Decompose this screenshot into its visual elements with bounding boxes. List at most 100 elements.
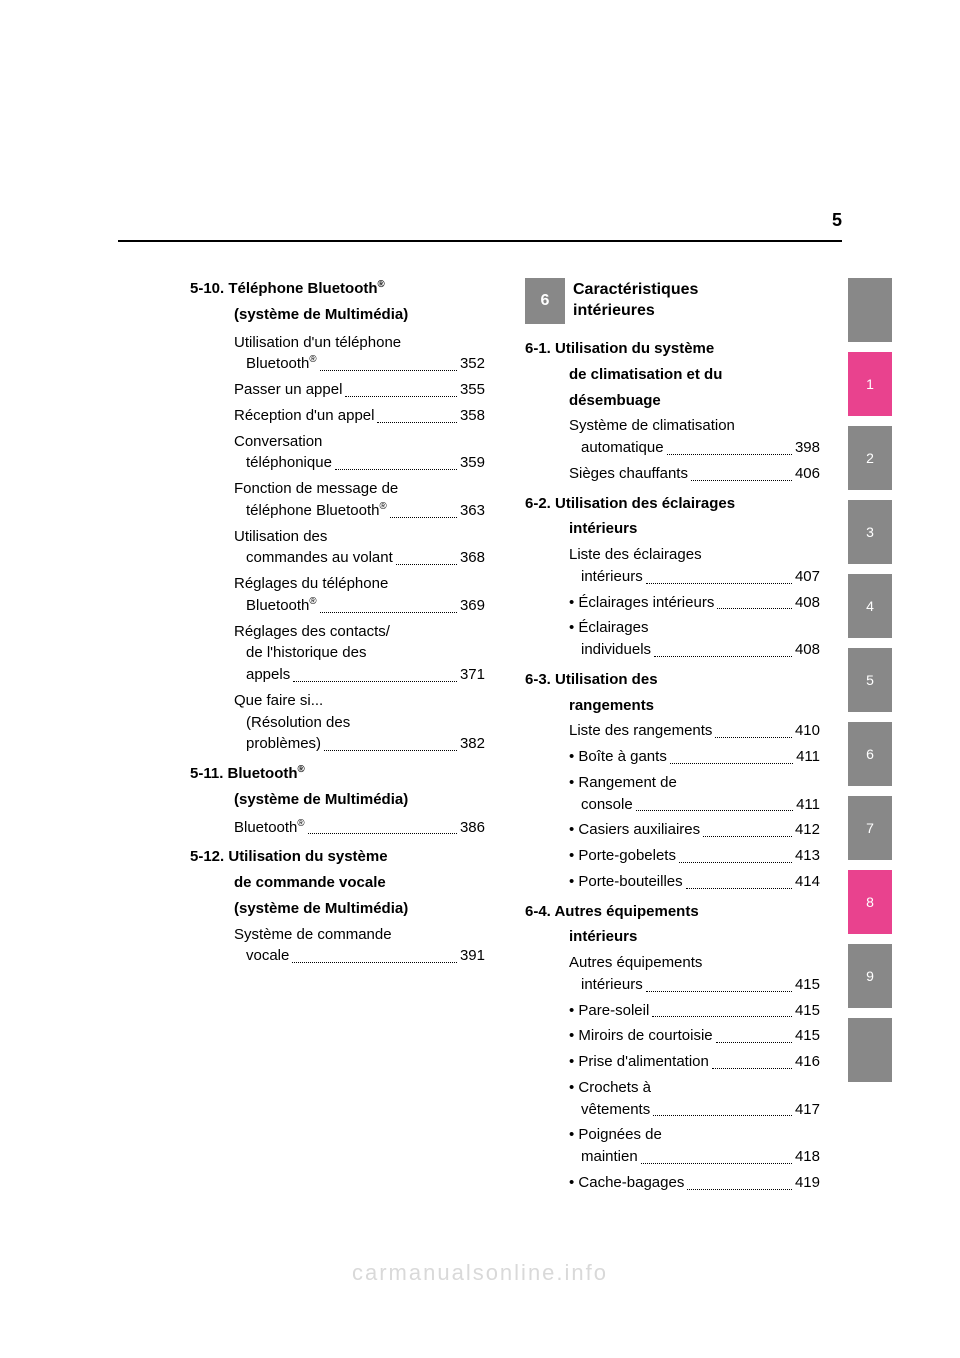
toc-entry: • Prise d'alimentation 416 (569, 1051, 820, 1073)
header-rule (118, 240, 842, 242)
toc-leader-dots (716, 1042, 792, 1043)
toc-section-heading: de commande vocale (190, 872, 485, 894)
toc-entry-label: appels (246, 664, 290, 686)
toc-leader-dots (646, 991, 792, 992)
chapter-number: 6 (525, 278, 565, 324)
toc-leader-dots (652, 1016, 792, 1017)
toc-section-heading: de climatisation et du (525, 364, 820, 386)
toc-leader-dots (345, 396, 457, 397)
side-tab-8[interactable]: 8 (848, 870, 892, 934)
side-tab-6[interactable]: 6 (848, 722, 892, 786)
toc-section-body: Système de climatisationautomatique398Si… (525, 415, 820, 484)
toc-section-heading: rangements (525, 695, 820, 717)
toc-entry: intérieurs407 (569, 566, 820, 588)
toc-columns: 5-10. Téléphone Bluetooth®(système de Mu… (190, 278, 820, 1202)
toc-leader-dots (324, 750, 457, 751)
side-tab-5[interactable]: 5 (848, 648, 892, 712)
toc-entry-page: 406 (795, 463, 820, 485)
toc-entry-line: Utilisation des (234, 526, 485, 548)
toc-entry: Bluetooth® 386 (234, 817, 485, 839)
toc-entry-line: Liste des éclairages (569, 544, 820, 566)
toc-leader-dots (670, 763, 793, 764)
toc-entry-label: • Prise d'alimentation (569, 1051, 709, 1073)
toc-entry-line: Autres équipements (569, 952, 820, 974)
toc-entry-label: téléphonique (246, 452, 332, 474)
toc-entry-page: 391 (460, 945, 485, 967)
toc-entry-label: problèmes) (246, 733, 321, 755)
chapter-banner: 6Caractéristiquesintérieures (525, 278, 820, 324)
toc-entry: commandes au volant368 (234, 547, 485, 569)
toc-leader-dots (320, 612, 457, 613)
toc-entry-page: 411 (796, 746, 820, 768)
side-tab-2[interactable]: 2 (848, 426, 892, 490)
toc-entry-line: Système de commande (234, 924, 485, 946)
toc-entry-page: 413 (795, 845, 820, 867)
toc-entry: Passer un appel355 (234, 379, 485, 401)
toc-section-heading: désembuage (525, 390, 820, 412)
side-tab-4[interactable]: 4 (848, 574, 892, 638)
toc-leader-dots (686, 888, 792, 889)
toc-entry-page: 386 (460, 817, 485, 839)
toc-leader-dots (377, 422, 456, 423)
toc-section-heading: (système de Multimédia) (190, 898, 485, 920)
watermark: carmanualsonline.info (0, 1260, 960, 1286)
toc-entry-page: 363 (460, 500, 485, 522)
toc-entry-label: • Porte-gobelets (569, 845, 676, 867)
toc-section-heading: intérieurs (525, 926, 820, 948)
toc-entry-label: Bluetooth® (246, 595, 317, 617)
toc-entry-page: 408 (795, 639, 820, 661)
toc-leader-dots (320, 370, 457, 371)
side-tabs: 1 2 3 4 5 6 7 8 9 (848, 278, 892, 1092)
toc-entry: Sièges chauffants 406 (569, 463, 820, 485)
toc-leader-dots (687, 1189, 792, 1190)
toc-entry-label: Bluetooth® (234, 817, 305, 839)
toc-entry-label: Sièges chauffants (569, 463, 688, 485)
toc-entry: • Porte-gobelets 413 (569, 845, 820, 867)
toc-section: 5-12. Utilisation du systèmede commande … (190, 846, 485, 967)
toc-entry-label: intérieurs (581, 974, 643, 996)
toc-leader-dots (292, 962, 457, 963)
toc-section-heading: 6-3. Utilisation des (525, 669, 820, 691)
toc-entry-page: 416 (795, 1051, 820, 1073)
side-tab-blank (848, 278, 892, 342)
toc-entry-label: vocale (246, 945, 289, 967)
side-tab-9[interactable]: 9 (848, 944, 892, 1008)
page: 5 5-10. Téléphone Bluetooth®(système de … (0, 0, 960, 1358)
toc-entry: appels371 (234, 664, 485, 686)
side-tab-7[interactable]: 7 (848, 796, 892, 860)
toc-entry: • Boîte à gants411 (569, 746, 820, 768)
toc-left-column: 5-10. Téléphone Bluetooth®(système de Mu… (190, 278, 485, 1202)
toc-entry: Liste des rangements410 (569, 720, 820, 742)
toc-entry-label: • Cache-bagages (569, 1172, 684, 1194)
toc-entry-line: Réglages des contacts/ (234, 621, 485, 643)
toc-entry-page: 414 (795, 871, 820, 893)
toc-entry-page: 410 (795, 720, 820, 742)
side-tab-3[interactable]: 3 (848, 500, 892, 564)
toc-entry: problèmes) 382 (234, 733, 485, 755)
toc-entry: téléphonique359 (234, 452, 485, 474)
toc-right-column: 6Caractéristiquesintérieures6-1. Utilisa… (525, 278, 820, 1202)
toc-entry: Bluetooth®352 (234, 353, 485, 375)
toc-section-heading: 6-2. Utilisation des éclairages (525, 493, 820, 515)
toc-entry-line: (Résolution des (234, 712, 485, 734)
toc-entry-page: 398 (795, 437, 820, 459)
toc-entry-page: 419 (795, 1172, 820, 1194)
toc-entry: • Éclairages intérieurs408 (569, 592, 820, 614)
toc-entry-label: • Éclairages intérieurs (569, 592, 714, 614)
toc-leader-dots (679, 862, 792, 863)
toc-section-heading: intérieurs (525, 518, 820, 540)
toc-entry-line: Utilisation d'un téléphone (234, 332, 485, 354)
toc-leader-dots (715, 737, 792, 738)
side-tab-1[interactable]: 1 (848, 352, 892, 416)
toc-entry: maintien418 (569, 1146, 820, 1168)
toc-entry: vêtements417 (569, 1099, 820, 1121)
toc-entry: vocale 391 (234, 945, 485, 967)
toc-entry-page: 407 (795, 566, 820, 588)
toc-section-body: Autres équipementsintérieurs415• Pare-so… (525, 952, 820, 1194)
toc-entry-page: 369 (460, 595, 485, 617)
toc-entry-label: • Porte-bouteilles (569, 871, 683, 893)
toc-entry-label: automatique (581, 437, 664, 459)
toc-entry-page: 382 (460, 733, 485, 755)
toc-section: 6-4. Autres équipementsintérieursAutres … (525, 901, 820, 1194)
toc-leader-dots (653, 1115, 792, 1116)
